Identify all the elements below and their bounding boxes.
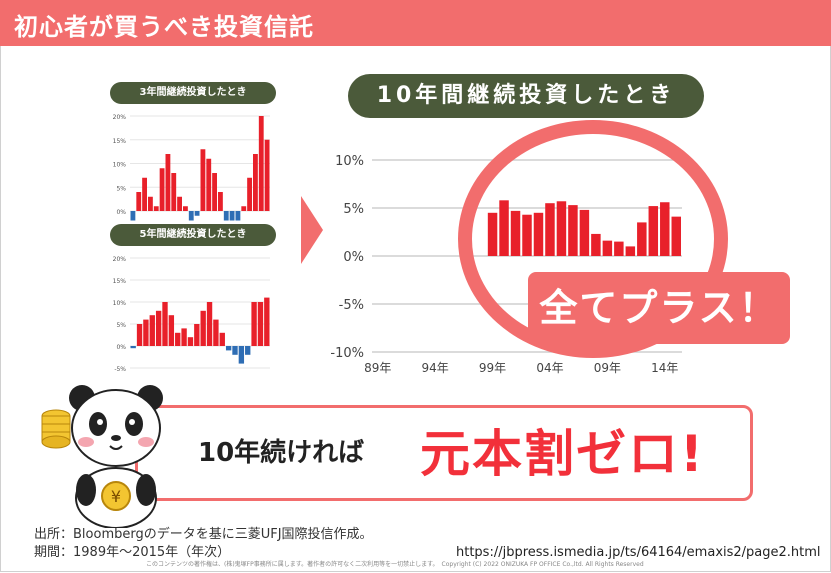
source-line-2: 期間：1989年～2015年（年次）: [34, 545, 231, 560]
small-chart-5y-tick-label: 15%: [113, 278, 127, 285]
small-chart-3y-bar: [159, 168, 165, 211]
small-chart-3y-bar: [171, 173, 177, 211]
small-chart-3y-bar: [235, 211, 241, 221]
source-line-1: 出所：Bloombergのデータを基に三菱UFJ国際投信作成。: [34, 527, 373, 542]
panda-mascot-icon: ¥: [41, 385, 163, 528]
small-chart-5y-bar: [264, 297, 270, 346]
small-chart-5y-bar: [175, 332, 181, 346]
small-chart-3y-bar: [194, 211, 200, 216]
small-chart-5y-bar: [187, 337, 194, 346]
small-chart-5y-bar: [219, 332, 225, 346]
small-chart-3y-bar: [200, 149, 206, 211]
small-chart-3y-bar: [142, 177, 147, 211]
main-chart-x-tick: 89年: [364, 361, 391, 375]
small-chart-3y-bar: [253, 154, 258, 211]
small-chart-5y-bar: [245, 346, 251, 355]
small-chart-3y-bar: [177, 196, 182, 211]
small-chart-5y-bar: [257, 302, 264, 346]
small-chart-5y-tick-label: -5%: [114, 366, 126, 373]
small-chart-3y-bar: [183, 206, 188, 211]
small-chart-3y-bar: [206, 158, 212, 211]
source-note: 出所：Bloombergのデータを基に三菱UFJ国際投信作成。 期間：1989年…: [34, 526, 373, 562]
small-chart-3y-bar: [165, 154, 171, 211]
banner-lead-text: 10年続ければ: [198, 438, 365, 468]
main-chart-x-tick: 04年: [536, 361, 563, 375]
small-chart-3y-tick-label: 15%: [113, 138, 127, 145]
small-chart-5y-bar: [162, 302, 168, 346]
small-chart-3y-bar: [188, 211, 194, 221]
small-chart-3y-bar: [229, 211, 235, 221]
small-chart-5y-bar: [130, 346, 136, 349]
small-chart-3y-bar: [136, 192, 142, 211]
small-chart-5y-tick-label: 10%: [113, 300, 127, 307]
small-chart-5y-bar: [238, 346, 245, 364]
small-chart-3y-bar: [153, 206, 159, 211]
main-chart-y-tick: 10%: [335, 154, 364, 169]
small-chart-5y-bar: [232, 346, 238, 355]
page-header: 初心者が買うべき投資信託: [0, 0, 831, 46]
main-chart-x-tick: 94年: [422, 361, 449, 375]
small-chart-5y-bar: [213, 319, 219, 346]
small-chart-3y-panel: 3年間継続投資したとき 20% 15% 10% 5% 0%: [106, 80, 278, 226]
small-chart-3y-bar: [247, 177, 252, 211]
small-chart-3y-tick-label: 0%: [116, 209, 126, 216]
arrow-right-icon: [301, 196, 323, 264]
small-chart-3y-title: 3年間継続投資したとき: [110, 82, 276, 104]
callout-all-positive: 全てプラス！: [528, 272, 790, 344]
small-chart-5y-tick-label: 20%: [113, 256, 127, 263]
small-chart-5y-bar: [194, 324, 200, 346]
main-chart-x-tick: 09年: [594, 361, 621, 375]
small-chart-3y-bar: [148, 196, 153, 211]
copyright-note: このコンテンツの著作権は、(株)鬼塚FP事務所に属します。著作者の許可なく二次利…: [146, 561, 644, 568]
svg-text:¥: ¥: [111, 487, 121, 506]
small-chart-3y-tick-label: 20%: [113, 114, 127, 121]
small-chart-5y-tick-label: 0%: [116, 344, 126, 351]
main-chart-x-tick: 99年: [479, 361, 506, 375]
source-url[interactable]: https://jbpress.ismedia.jp/ts/64164/emax…: [456, 545, 821, 560]
small-chart-3y: 20% 15% 10% 5% 0%: [113, 114, 270, 221]
small-chart-5y-bar: [155, 310, 162, 346]
small-chart-5y-tick-label: 5%: [116, 322, 126, 329]
main-chart-y-tick: -5%: [339, 298, 364, 313]
small-chart-3y-bar: [264, 139, 270, 211]
small-chart-3y-tick-label: 10%: [113, 162, 127, 169]
small-chart-5y-bar: [200, 310, 206, 346]
main-chart-y-tick: 5%: [343, 202, 364, 217]
small-chart-5y-title: 5年間継続投資したとき: [110, 224, 276, 246]
small-chart-3y-bar: [212, 173, 217, 211]
main-chart-y-tick: -10%: [330, 346, 364, 361]
small-chart-5y-bar: [136, 324, 143, 346]
small-chart-3y-bar: [223, 211, 229, 221]
small-chart-5y-panel: 5年間継続投資したとき 20% 15% 10% 5% 0% -5%: [106, 222, 278, 378]
small-chart-5y-bar: [168, 315, 175, 346]
small-chart-3y-bar: [241, 206, 247, 211]
small-chart-3y-tick-label: 5%: [116, 185, 126, 192]
small-chart-5y-bar: [251, 302, 257, 346]
main-chart-title: 10年間継続投資したとき: [348, 74, 704, 118]
small-chart-5y-bar: [143, 319, 149, 346]
small-chart-5y-bar: [181, 328, 187, 346]
main-chart-x-tick: 14年: [651, 361, 678, 375]
main-chart-y-tick: 0%: [343, 250, 364, 265]
small-chart-3y-bar: [130, 211, 136, 221]
small-chart-5y-bar: [149, 315, 155, 346]
banner-emphasis-text: 元本割ゼロ!: [420, 425, 705, 483]
small-chart-5y-bar: [206, 302, 213, 346]
small-chart-5y-bar: [225, 346, 232, 351]
small-chart-3y-bar: [258, 116, 264, 211]
small-chart-3y-bar: [218, 192, 223, 211]
small-chart-5y: 20% 15% 10% 5% 0% -5%: [113, 256, 270, 373]
conclusion-banner: 10年続ければ 元本割ゼロ!: [135, 405, 753, 501]
page-title: 初心者が買うべき投資信託: [14, 13, 314, 41]
